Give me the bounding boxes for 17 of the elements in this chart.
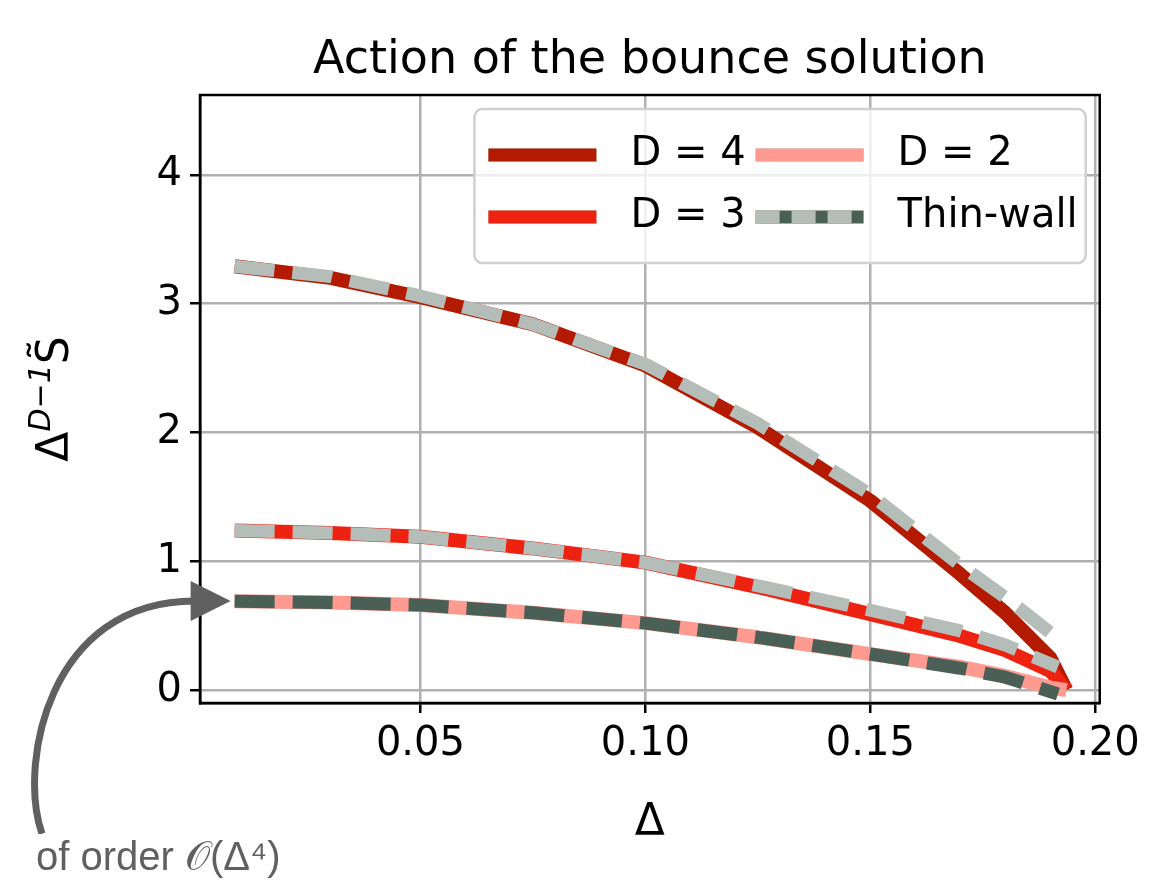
- y-tick-label: 2: [156, 405, 182, 452]
- legend-label: D = 3: [630, 190, 746, 237]
- y-tick-label: 4: [156, 148, 182, 195]
- legend-label: Thin-wall: [896, 190, 1078, 237]
- chart-title: Action of the bounce solution: [312, 30, 987, 84]
- y-tick-label: 0: [156, 663, 182, 710]
- legend-label: D = 4: [630, 128, 746, 175]
- text: of order 𝒪(Δ⁴): [36, 834, 281, 880]
- y-tick-label: 1: [156, 534, 182, 581]
- x-tick-label: 0.05: [375, 718, 465, 765]
- x-tick-label: 0.10: [600, 718, 690, 765]
- x-tick-label: 0.15: [825, 718, 915, 765]
- y-axis-title: ΔD−1S̃: [22, 336, 78, 462]
- y-tick-label: 3: [156, 277, 182, 324]
- x-tick-label: 0.20: [1050, 718, 1140, 765]
- x-axis-title: Δ: [634, 794, 665, 845]
- legend-label: D = 2: [897, 128, 1013, 175]
